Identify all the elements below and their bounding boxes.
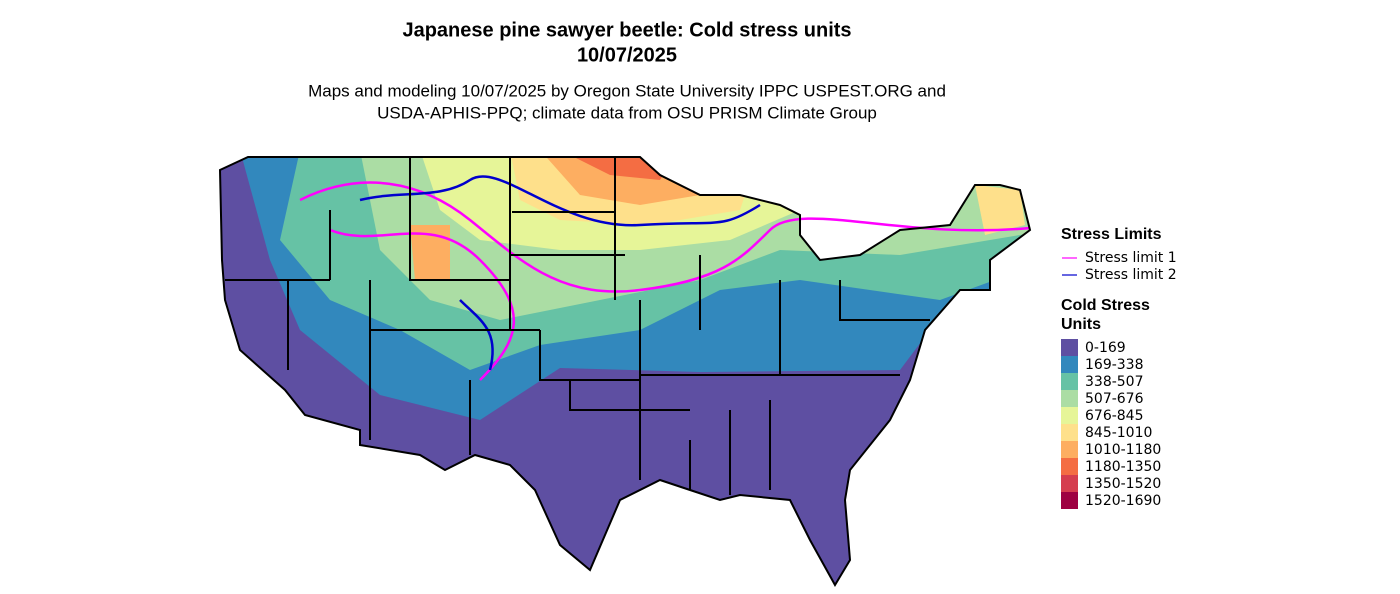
- legend-swatch: [1061, 407, 1078, 424]
- legend-label: 507-676: [1085, 391, 1144, 407]
- legend-label: 845-1010: [1085, 425, 1152, 441]
- legend-title: Stress Limits: [1061, 226, 1162, 243]
- legend-title: Cold Stress: [1061, 297, 1150, 314]
- legend-swatch: [1061, 424, 1078, 441]
- legend-label: 1180-1350: [1085, 459, 1161, 475]
- borders: [218, 156, 1032, 587]
- legend-swatch: [1061, 458, 1078, 475]
- legend-label: 1350-1520: [1085, 476, 1161, 492]
- legend-swatch: [1061, 441, 1078, 458]
- legend-label: 169-338: [1085, 357, 1144, 373]
- legend-swatch: [1061, 475, 1078, 492]
- map: [220, 157, 1030, 585]
- subtitle: USDA-APHIS-PPQ; climate data from OSU PR…: [377, 103, 877, 122]
- legend-label: Stress limit 1: [1085, 250, 1177, 266]
- legend-label: Stress limit 2: [1085, 267, 1177, 283]
- legend-title: Units: [1061, 316, 1101, 333]
- legend-swatch: [1061, 339, 1078, 356]
- legend-label: 1010-1180: [1085, 442, 1161, 458]
- legend-swatch: [1061, 356, 1078, 373]
- stress-lines: [299, 175, 1031, 381]
- legend-label: 1520-1690: [1085, 493, 1161, 509]
- legend-label: 338-507: [1085, 374, 1144, 390]
- stress-limit-1: [329, 228, 516, 381]
- legend-swatch: [1061, 492, 1078, 509]
- zone: [410, 225, 450, 280]
- legend-swatch: [1061, 373, 1078, 390]
- stress-limit-2: [359, 175, 761, 227]
- date: 10/07/2025: [577, 44, 677, 66]
- legend-label: 0-169: [1085, 340, 1126, 356]
- zone: [975, 185, 1025, 235]
- stress-limit-2: [459, 299, 494, 371]
- legend-swatch: [1061, 390, 1078, 407]
- title: Japanese pine sawyer beetle: Cold stress…: [402, 19, 851, 41]
- subtitle: Maps and modeling 10/07/2025 by Oregon S…: [308, 81, 946, 100]
- legend-label: 676-845: [1085, 408, 1144, 424]
